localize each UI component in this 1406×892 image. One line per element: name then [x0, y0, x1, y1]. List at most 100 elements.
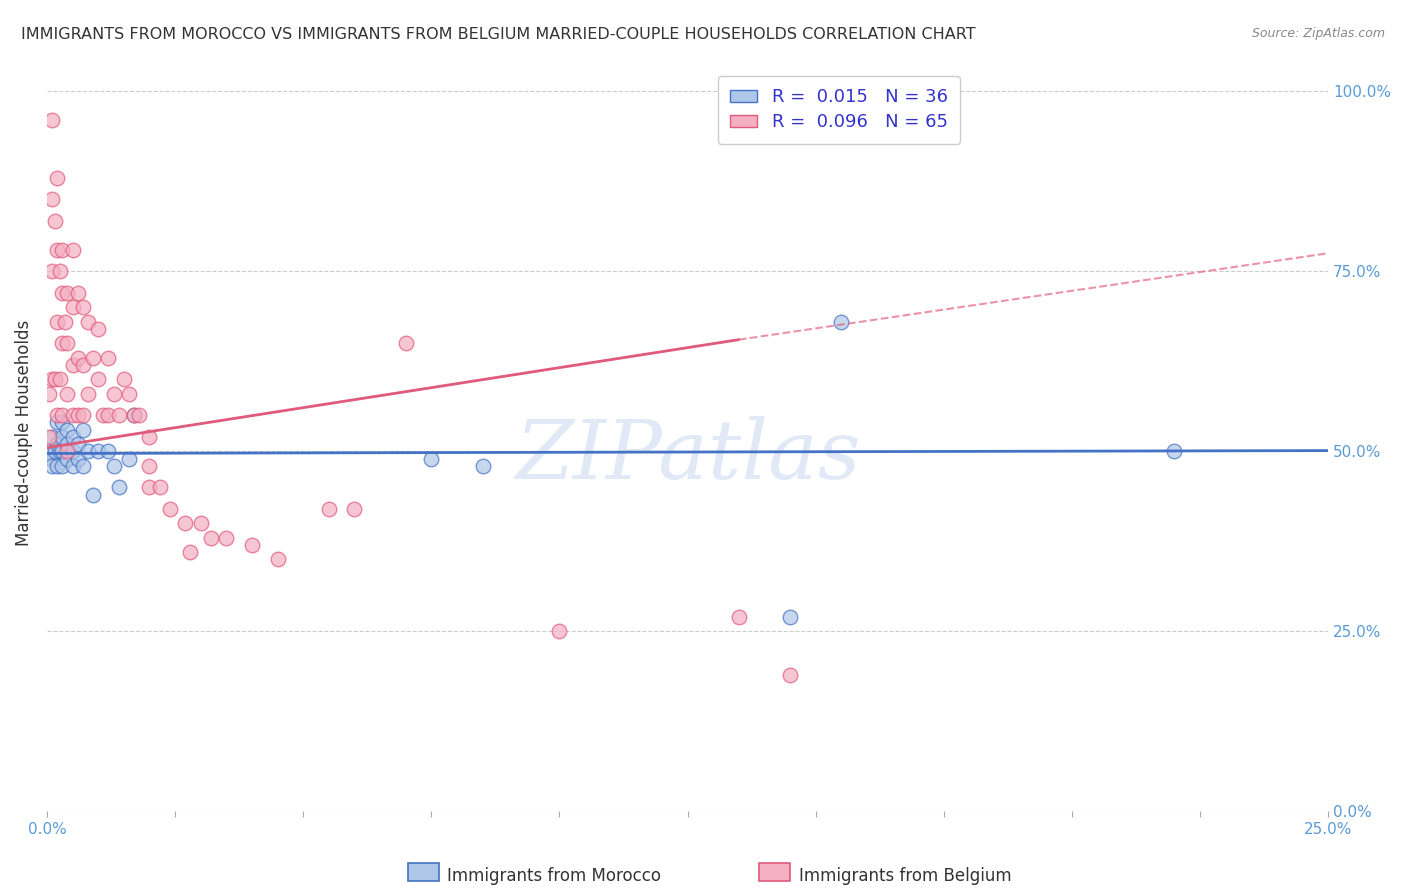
Point: [46, 458, 69, 473]
Point: [48, 444, 70, 458]
Point: [56, 437, 79, 451]
Point: [318, 502, 340, 516]
Point: [48, 264, 70, 278]
Point: [38, 444, 60, 458]
Point: [87, 322, 110, 336]
Point: [66, 437, 89, 451]
Point: [118, 451, 141, 466]
Point: [56, 451, 79, 466]
Point: [107, 480, 129, 494]
Point: [66, 451, 89, 466]
Point: [41, 430, 63, 444]
Point: [46, 437, 69, 451]
Text: ZIPatlas: ZIPatlas: [515, 416, 860, 496]
Point: [41, 264, 63, 278]
Point: [91, 409, 114, 423]
Point: [727, 610, 749, 624]
Point: [82, 351, 104, 365]
Point: [44, 372, 66, 386]
Point: [200, 531, 222, 545]
Point: [97, 409, 120, 423]
Point: [62, 444, 84, 458]
Point: [48, 372, 70, 386]
Point: [38, 386, 60, 401]
Point: [41, 372, 63, 386]
Legend: R =  0.015   N = 36, R =  0.096   N = 65: R = 0.015 N = 36, R = 0.096 N = 65: [717, 76, 960, 144]
Point: [62, 243, 84, 257]
Point: [149, 480, 172, 494]
Point: [1163, 444, 1185, 458]
Point: [56, 386, 79, 401]
Point: [51, 285, 73, 300]
Point: [72, 358, 94, 372]
Point: [240, 538, 263, 552]
Point: [46, 315, 69, 329]
Point: [395, 336, 418, 351]
Point: [51, 336, 73, 351]
Point: [56, 285, 79, 300]
Point: [44, 214, 66, 228]
Text: Immigrants from Morocco: Immigrants from Morocco: [447, 867, 661, 885]
Point: [46, 409, 69, 423]
Point: [122, 409, 145, 423]
Point: [51, 444, 73, 458]
Point: [62, 300, 84, 314]
Point: [118, 386, 141, 401]
Point: [41, 458, 63, 473]
Point: [51, 409, 73, 423]
Point: [420, 451, 443, 466]
Point: [41, 112, 63, 127]
Point: [66, 409, 89, 423]
Text: IMMIGRANTS FROM MOROCCO VS IMMIGRANTS FROM BELGIUM MARRIED-COUPLE HOUSEHOLDS COR: IMMIGRANTS FROM MOROCCO VS IMMIGRANTS FR…: [21, 27, 976, 42]
Point: [62, 358, 84, 372]
Point: [56, 336, 79, 351]
Point: [103, 458, 125, 473]
Point: [548, 624, 571, 639]
Point: [51, 458, 73, 473]
Point: [97, 444, 120, 458]
Point: [471, 458, 494, 473]
Point: [66, 285, 89, 300]
Point: [122, 409, 145, 423]
Point: [174, 516, 197, 531]
Point: [62, 430, 84, 444]
Y-axis label: Married-couple Households: Married-couple Households: [15, 320, 32, 547]
Point: [41, 451, 63, 466]
Point: [46, 416, 69, 430]
Point: [128, 409, 150, 423]
Point: [72, 300, 94, 314]
Point: [72, 423, 94, 437]
Point: [56, 444, 79, 458]
Point: [97, 351, 120, 365]
Point: [343, 502, 366, 516]
Point: [72, 458, 94, 473]
Point: [779, 610, 801, 624]
Point: [159, 502, 181, 516]
Point: [77, 386, 100, 401]
Point: [138, 458, 160, 473]
Point: [138, 480, 160, 494]
Point: [190, 516, 212, 531]
Point: [266, 552, 288, 566]
Point: [72, 409, 94, 423]
Point: [77, 315, 100, 329]
Text: Immigrants from Belgium: Immigrants from Belgium: [799, 867, 1011, 885]
Point: [38, 430, 60, 444]
Point: [103, 386, 125, 401]
Point: [82, 487, 104, 501]
Point: [46, 170, 69, 185]
Point: [66, 351, 89, 365]
Point: [53, 315, 76, 329]
Point: [179, 545, 201, 559]
Text: Source: ZipAtlas.com: Source: ZipAtlas.com: [1251, 27, 1385, 40]
Point: [77, 444, 100, 458]
Point: [51, 416, 73, 430]
Point: [46, 243, 69, 257]
Point: [51, 430, 73, 444]
Point: [87, 372, 110, 386]
Point: [87, 444, 110, 458]
Point: [112, 372, 135, 386]
Point: [44, 444, 66, 458]
Point: [779, 667, 801, 681]
Point: [51, 243, 73, 257]
